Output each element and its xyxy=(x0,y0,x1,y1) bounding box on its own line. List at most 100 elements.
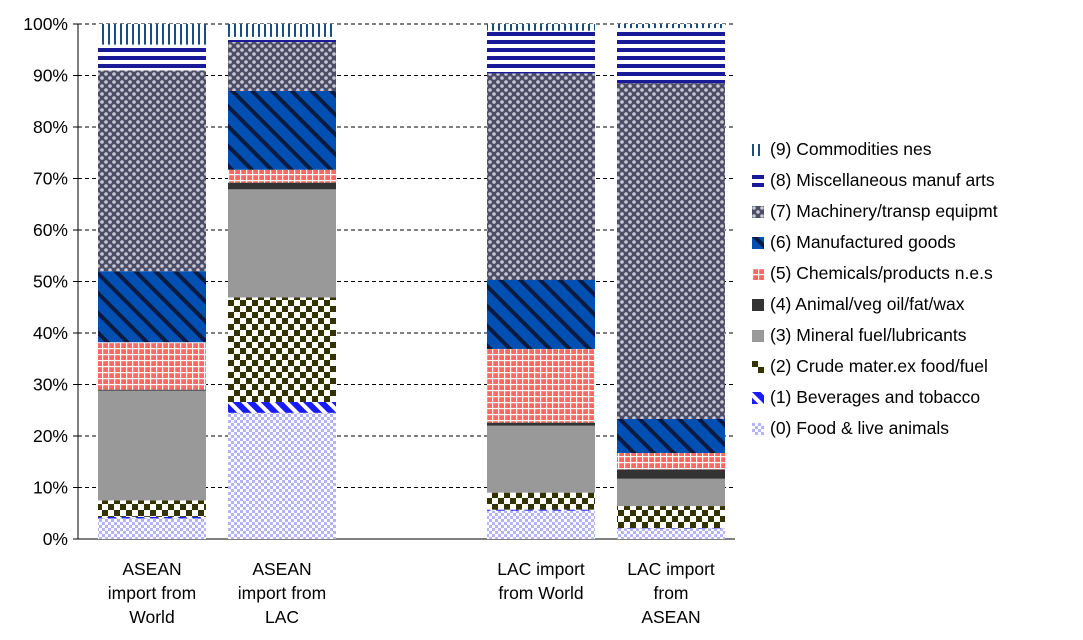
bar-segment-series-5-cat-0 xyxy=(98,342,206,390)
bar-segment-series-8-cat-2 xyxy=(487,30,595,74)
bar-segment-series-8-cat-1 xyxy=(228,36,336,43)
legend-item: (4) Animal/veg oil/fat/wax xyxy=(752,289,998,320)
legend-item: (0) Food & live animals xyxy=(752,413,998,444)
y-tick-label: 20% xyxy=(33,426,68,446)
x-category-label-line: LAC xyxy=(264,607,300,627)
bar-segment-series-6-cat-3 xyxy=(617,419,725,453)
bar-segment-series-5-cat-1 xyxy=(228,169,336,183)
legend-swatch xyxy=(752,329,764,342)
y-tick-label: 40% xyxy=(33,323,68,343)
legend-item: (7) Machinery/transp equipmt xyxy=(752,196,998,227)
x-category-label-line: LAC import xyxy=(497,559,585,579)
legend-swatch xyxy=(752,174,764,187)
legend-label: (4) Animal/veg oil/fat/wax xyxy=(770,294,965,314)
bar-segment-series-0-cat-3 xyxy=(617,528,725,539)
y-tick-label: 70% xyxy=(33,169,68,189)
bar-segment-series-0-cat-0 xyxy=(98,518,206,539)
bar-segment-series-2-cat-1 xyxy=(228,297,336,403)
legend-swatch xyxy=(752,360,764,373)
x-category-label: ASEAN import from World xyxy=(77,557,227,629)
legend-item: (5) Chemicals/products n.e.s xyxy=(752,258,998,289)
y-tick-label: 80% xyxy=(33,117,68,137)
legend-label: (1) Beverages and tobacco xyxy=(770,387,981,407)
bar-segment-series-9-cat-3 xyxy=(617,24,725,29)
x-category-label-line: from World xyxy=(498,583,584,603)
legend-swatch xyxy=(752,391,764,404)
y-tick-label: 90% xyxy=(33,66,68,86)
bar-segment-series-9-cat-2 xyxy=(487,24,595,31)
axes: 0% 10% 20% 30% 40% 50% 60% 70% 80% 90% 100% xyxy=(23,14,735,549)
bar-segment-series-2-cat-3 xyxy=(617,506,725,529)
bar-segment-series-5-cat-2 xyxy=(487,348,595,423)
bar-segment-series-4-cat-1 xyxy=(228,182,336,190)
bar-segment-series-5-cat-3 xyxy=(617,452,725,470)
legend-label: (3) Mineral fuel/lubricants xyxy=(770,325,967,345)
legend-item: (9) Commodities nes xyxy=(752,134,998,165)
x-category-label: LAC import from ASEAN xyxy=(596,557,746,629)
x-category-label-line: ASEAN xyxy=(252,559,312,579)
bar-segment-series-4-cat-3 xyxy=(617,469,725,479)
x-category-label-line: World xyxy=(129,607,175,627)
bar-segment-series-7-cat-3 xyxy=(617,83,725,420)
legend-label: (8) Miscellaneous manuf arts xyxy=(770,170,995,190)
bar-segment-series-3-cat-0 xyxy=(98,390,206,501)
y-tick-label: 10% xyxy=(33,478,68,498)
bar-segment-series-3-cat-3 xyxy=(617,478,725,507)
bar-segment-series-7-cat-0 xyxy=(98,70,206,272)
legend-item: (2) Crude mater.ex food/fuel xyxy=(752,351,998,382)
x-category-label: ASEAN import from LAC xyxy=(207,557,357,629)
bar-segment-series-1-cat-3 xyxy=(617,528,725,529)
bar-segment-series-9-cat-1 xyxy=(228,24,336,37)
y-tick-label: 30% xyxy=(33,375,68,395)
bar-segment-series-8-cat-0 xyxy=(98,44,206,71)
legend-swatch xyxy=(752,205,764,218)
bar-segment-series-9-cat-0 xyxy=(98,24,206,45)
legend-label: (9) Commodities nes xyxy=(770,139,932,159)
bar-segment-series-4-cat-0 xyxy=(98,389,206,391)
legend-swatch xyxy=(752,267,764,280)
bar-segment-series-0-cat-1 xyxy=(228,412,336,539)
bar-segment-series-0-cat-2 xyxy=(487,510,595,539)
legend-label: (7) Machinery/transp equipmt xyxy=(770,201,998,221)
legend-item: (3) Mineral fuel/lubricants xyxy=(752,320,998,351)
x-category-label: LAC import from World xyxy=(466,557,616,605)
bar-segment-series-6-cat-1 xyxy=(228,90,336,170)
bar-segment-series-3-cat-1 xyxy=(228,189,336,298)
x-category-label-line: LAC import xyxy=(627,559,715,579)
legend-label: (0) Food & live animals xyxy=(770,418,949,438)
bar-segment-series-6-cat-2 xyxy=(487,279,595,349)
legend-swatch xyxy=(752,298,764,311)
bar-segment-series-1-cat-0 xyxy=(98,516,206,519)
bar-segment-series-1-cat-2 xyxy=(487,509,595,511)
bar-segment-series-8-cat-3 xyxy=(617,28,725,84)
bar-segment-series-2-cat-2 xyxy=(487,492,595,510)
legend-label: (6) Manufactured goods xyxy=(770,232,956,252)
bar-segment-series-1-cat-1 xyxy=(228,402,336,413)
y-tick-label: 60% xyxy=(33,220,68,240)
bar-segment-series-3-cat-2 xyxy=(487,425,595,493)
bars xyxy=(98,24,725,539)
y-tick-label: 100% xyxy=(23,14,68,34)
x-category-label-line: ASEAN xyxy=(641,607,701,627)
y-tick-label: 50% xyxy=(33,272,68,292)
bar-segment-series-7-cat-2 xyxy=(487,73,595,280)
legend-label: (5) Chemicals/products n.e.s xyxy=(770,263,993,283)
legend: (9) Commodities nes (8) Miscellaneous man… xyxy=(752,134,998,444)
legend-item: (6) Manufactured goods xyxy=(752,227,998,258)
legend-swatch xyxy=(752,422,764,435)
x-category-label-line: import from xyxy=(237,583,327,603)
legend-label: (2) Crude mater.ex food/fuel xyxy=(770,356,988,376)
legend-item: (1) Beverages and tobacco xyxy=(752,382,998,413)
legend-swatch xyxy=(752,143,764,156)
x-category-label-line: from xyxy=(653,583,689,603)
legend-item: (8) Miscellaneous manuf arts xyxy=(752,165,998,196)
x-category-label-line: ASEAN xyxy=(122,559,182,579)
bar-segment-series-6-cat-0 xyxy=(98,271,206,343)
bar-segment-series-4-cat-2 xyxy=(487,422,595,426)
bar-segment-series-2-cat-0 xyxy=(98,500,206,517)
y-tick-label: 0% xyxy=(43,529,68,549)
bar-segment-series-7-cat-1 xyxy=(228,42,336,91)
legend-swatch xyxy=(752,236,764,249)
x-category-label-line: import from xyxy=(107,583,197,603)
